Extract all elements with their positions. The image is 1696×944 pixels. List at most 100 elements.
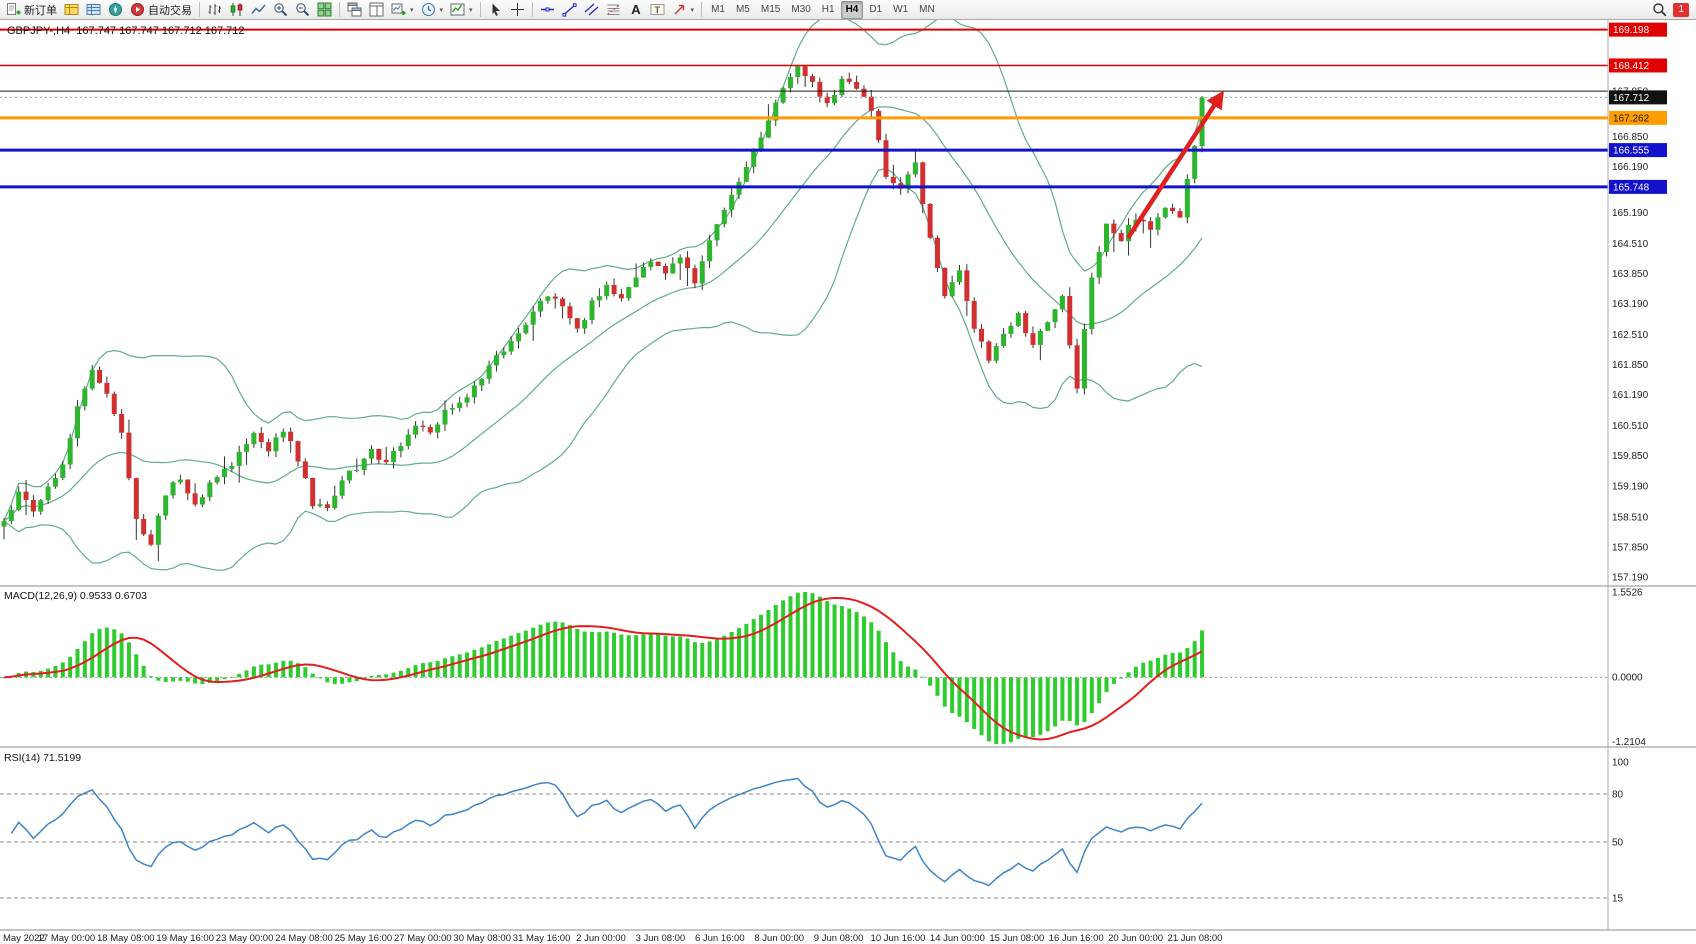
candle-body: [258, 432, 264, 443]
candle-body: [1030, 333, 1036, 345]
fibonacci-button[interactable]: [603, 1, 624, 19]
x-axis-label: 30 May 08:00: [453, 933, 511, 944]
macd-histogram-bar: [612, 632, 617, 678]
candle-body: [244, 444, 250, 452]
chart-profiles-button[interactable]: ▾: [418, 1, 447, 19]
bollinger-middle-band: [3, 106, 1203, 522]
macd-histogram-bar: [472, 649, 477, 678]
macd-histogram-bar: [935, 677, 940, 696]
macd-histogram-bar: [1155, 657, 1160, 678]
macd-histogram-bar: [1104, 677, 1109, 692]
price-badge: [1609, 179, 1667, 194]
macd-histogram-bar: [1126, 672, 1131, 678]
candle-body: [457, 402, 463, 408]
text-button[interactable]: A: [625, 1, 646, 19]
autotrade-label: 自动交易: [148, 4, 192, 17]
crosshair-button[interactable]: [507, 1, 528, 19]
timeframe-m1-button[interactable]: M1: [706, 1, 730, 19]
macd-histogram-bar: [737, 628, 741, 678]
timeframe-m5-button[interactable]: M5: [731, 1, 755, 19]
candle-body: [1037, 330, 1043, 345]
macd-histogram-bar: [171, 677, 176, 682]
candle-body: [971, 300, 977, 329]
macd-histogram-bar: [692, 642, 697, 678]
x-axis-label: 16 Jun 16:00: [1049, 933, 1104, 944]
notification-badge[interactable]: 1: [1673, 2, 1689, 17]
candle-body: [1155, 217, 1161, 230]
macd-histogram-bar: [597, 632, 602, 678]
candle-body: [655, 261, 661, 266]
new-chart-button[interactable]: ▾: [388, 1, 417, 19]
timeframe-h4-button[interactable]: H4: [840, 0, 864, 19]
macd-histogram-bar: [773, 605, 778, 678]
cascade-windows-button[interactable]: [344, 1, 365, 19]
candlestick-chart-button[interactable]: [226, 1, 247, 19]
candle-body: [795, 66, 801, 78]
macd-histogram-bar: [876, 630, 881, 678]
trendline-icon: [562, 2, 577, 17]
candle-body: [920, 162, 926, 204]
macd-histogram-bar: [678, 636, 683, 678]
candle-body: [38, 500, 44, 512]
market-watch-button[interactable]: [61, 1, 82, 19]
text-label-button[interactable]: T: [647, 1, 668, 19]
new-order-button[interactable]: 新订单: [3, 1, 60, 19]
macd-histogram-bar: [707, 641, 712, 678]
horizontal-line-button[interactable]: [537, 1, 558, 19]
candle-body: [52, 478, 58, 487]
candle-body: [354, 470, 360, 472]
y-axis-label: 163.190: [1612, 299, 1649, 310]
x-axis-label: 6 Jun 16:00: [695, 933, 745, 944]
timeframe-mn-button[interactable]: MN: [914, 1, 940, 19]
y-axis-label: 162.510: [1612, 330, 1649, 341]
data-window-button[interactable]: [83, 1, 104, 19]
toolbar-separator: [531, 2, 533, 17]
candle-body: [1008, 325, 1014, 334]
macd-histogram-bar: [928, 677, 933, 686]
candle-body: [75, 406, 80, 439]
x-axis-label: 2 Jun 00:00: [576, 933, 626, 944]
indicators-list-button[interactable]: ▾: [447, 1, 476, 19]
arrow-objects-button[interactable]: ▾: [669, 1, 698, 19]
candle-body: [251, 432, 257, 445]
autotrade-button[interactable]: 自动交易: [127, 1, 195, 19]
arrange-windows-button[interactable]: [366, 1, 387, 19]
macd-histogram-bar: [634, 635, 639, 678]
macd-histogram-bar: [1075, 677, 1080, 726]
timeframe-w1-button[interactable]: W1: [888, 1, 913, 19]
macd-histogram-bar: [200, 677, 205, 685]
search-button[interactable]: [1649, 1, 1670, 19]
chart-area[interactable]: 167.850166.850166.190165.190164.510163.8…: [0, 20, 1696, 944]
bar-chart-button[interactable]: [204, 1, 225, 19]
timeframe-d1-button[interactable]: D1: [864, 1, 887, 19]
macd-histogram-bar: [1060, 677, 1065, 721]
macd-histogram-bar: [619, 634, 624, 678]
macd-histogram-bar: [156, 677, 161, 681]
price-chart[interactable]: 167.850166.850166.190165.190164.510163.8…: [0, 20, 1696, 944]
macd-histogram-bar: [1119, 677, 1124, 679]
timeframe-h1-button[interactable]: H1: [817, 1, 840, 19]
macd-histogram-bar: [509, 635, 514, 678]
macd-histogram-bar: [590, 631, 594, 678]
equidistant-channel-button[interactable]: [581, 1, 602, 19]
timeframe-m30-button[interactable]: M30: [786, 1, 815, 19]
trendline-button[interactable]: [559, 1, 580, 19]
macd-histogram-bar: [215, 677, 220, 682]
line-chart-button[interactable]: [248, 1, 269, 19]
tile-windows-button[interactable]: [314, 1, 335, 19]
macd-histogram-bar: [714, 638, 719, 678]
macd-histogram-bar: [1089, 677, 1094, 714]
cursor-button[interactable]: [485, 1, 506, 19]
zoom-out-button[interactable]: [292, 1, 313, 19]
trend-arrow[interactable]: [1126, 90, 1224, 240]
macd-histogram-bar: [347, 677, 352, 683]
candle-body: [787, 77, 793, 89]
zoom-in-button[interactable]: [270, 1, 291, 19]
price-badge-label: 168.412: [1613, 61, 1650, 72]
macd-histogram-bar: [1097, 677, 1102, 704]
timeframe-m15-button[interactable]: M15: [756, 1, 785, 19]
candle-body: [486, 365, 492, 379]
navigator-button[interactable]: [105, 1, 126, 19]
autotrade-icon: [130, 2, 145, 17]
rsi-scale-label: 15: [1612, 894, 1624, 905]
